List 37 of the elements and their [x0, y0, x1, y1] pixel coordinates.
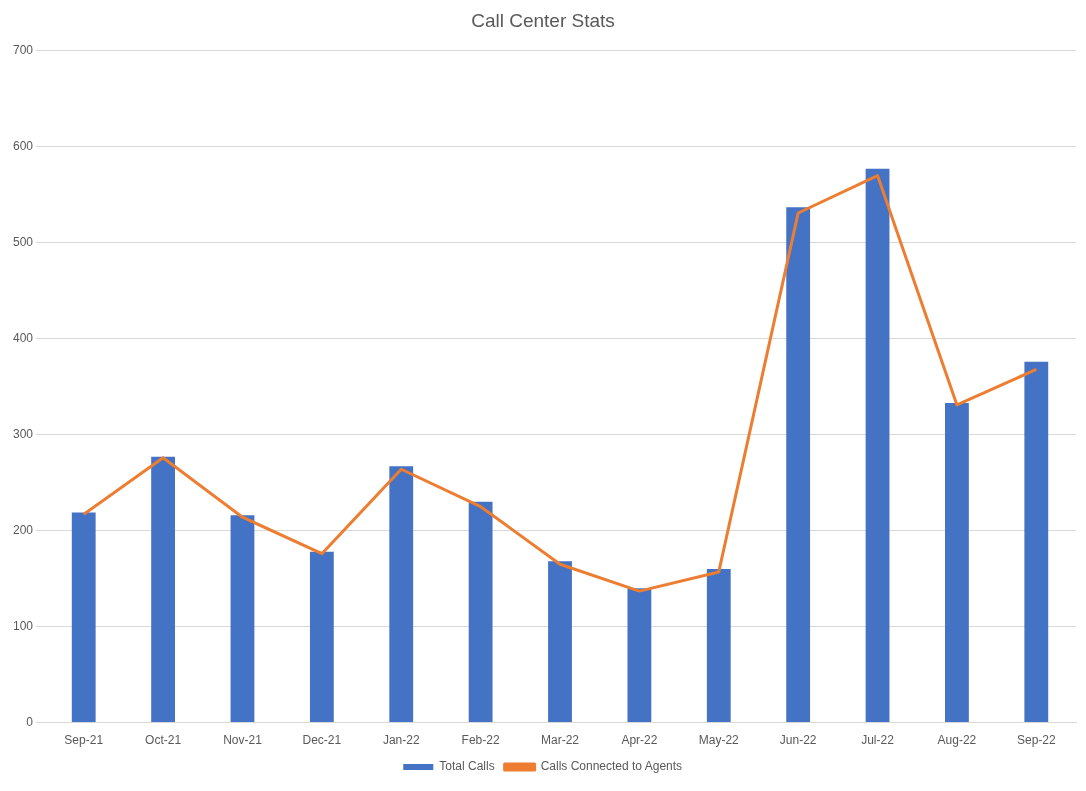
bar — [945, 403, 969, 723]
x-tick-label: Aug-22 — [937, 733, 977, 748]
x-tick-label: Jun-22 — [779, 733, 817, 748]
legend-label: Total Calls — [439, 759, 495, 774]
bar — [389, 466, 414, 723]
bar — [1024, 361, 1049, 723]
bar — [786, 207, 811, 723]
bar — [627, 588, 652, 723]
bar — [706, 569, 731, 723]
y-tick-label: 200 — [12, 522, 34, 537]
bar — [71, 512, 96, 723]
x-tick-label: May-22 — [698, 733, 740, 748]
x-tick-label: Jul-22 — [861, 733, 895, 748]
x-tick-label: Dec-21 — [302, 733, 342, 748]
y-tick-label: 100 — [12, 618, 34, 633]
y-tick-label: 400 — [12, 331, 34, 346]
x-tick-label: Mar-22 — [541, 733, 580, 748]
bar — [865, 168, 890, 723]
x-tick-label: Feb-22 — [461, 733, 500, 748]
x-tick-label: Jan-22 — [382, 733, 420, 748]
y-tick-label: 0 — [26, 714, 34, 729]
chart-title: Call Center Stats — [471, 9, 615, 31]
x-tick-label: Oct-21 — [145, 733, 182, 748]
x-tick-label: Sep-21 — [64, 733, 104, 748]
x-tick-label: Apr-22 — [621, 733, 658, 748]
bar — [468, 501, 493, 723]
bar — [151, 456, 175, 723]
x-tick-label: Sep-22 — [1016, 733, 1056, 748]
bar — [309, 551, 334, 723]
y-tick-label: 700 — [12, 43, 34, 58]
y-tick-label: 500 — [12, 235, 34, 250]
legend-label: Calls Connected to Agents — [540, 759, 683, 774]
bar — [230, 515, 255, 723]
bar — [548, 561, 572, 723]
x-tick-label: Nov-21 — [223, 733, 263, 748]
y-tick-label: 300 — [12, 427, 34, 441]
y-tick-label: 600 — [12, 139, 34, 154]
